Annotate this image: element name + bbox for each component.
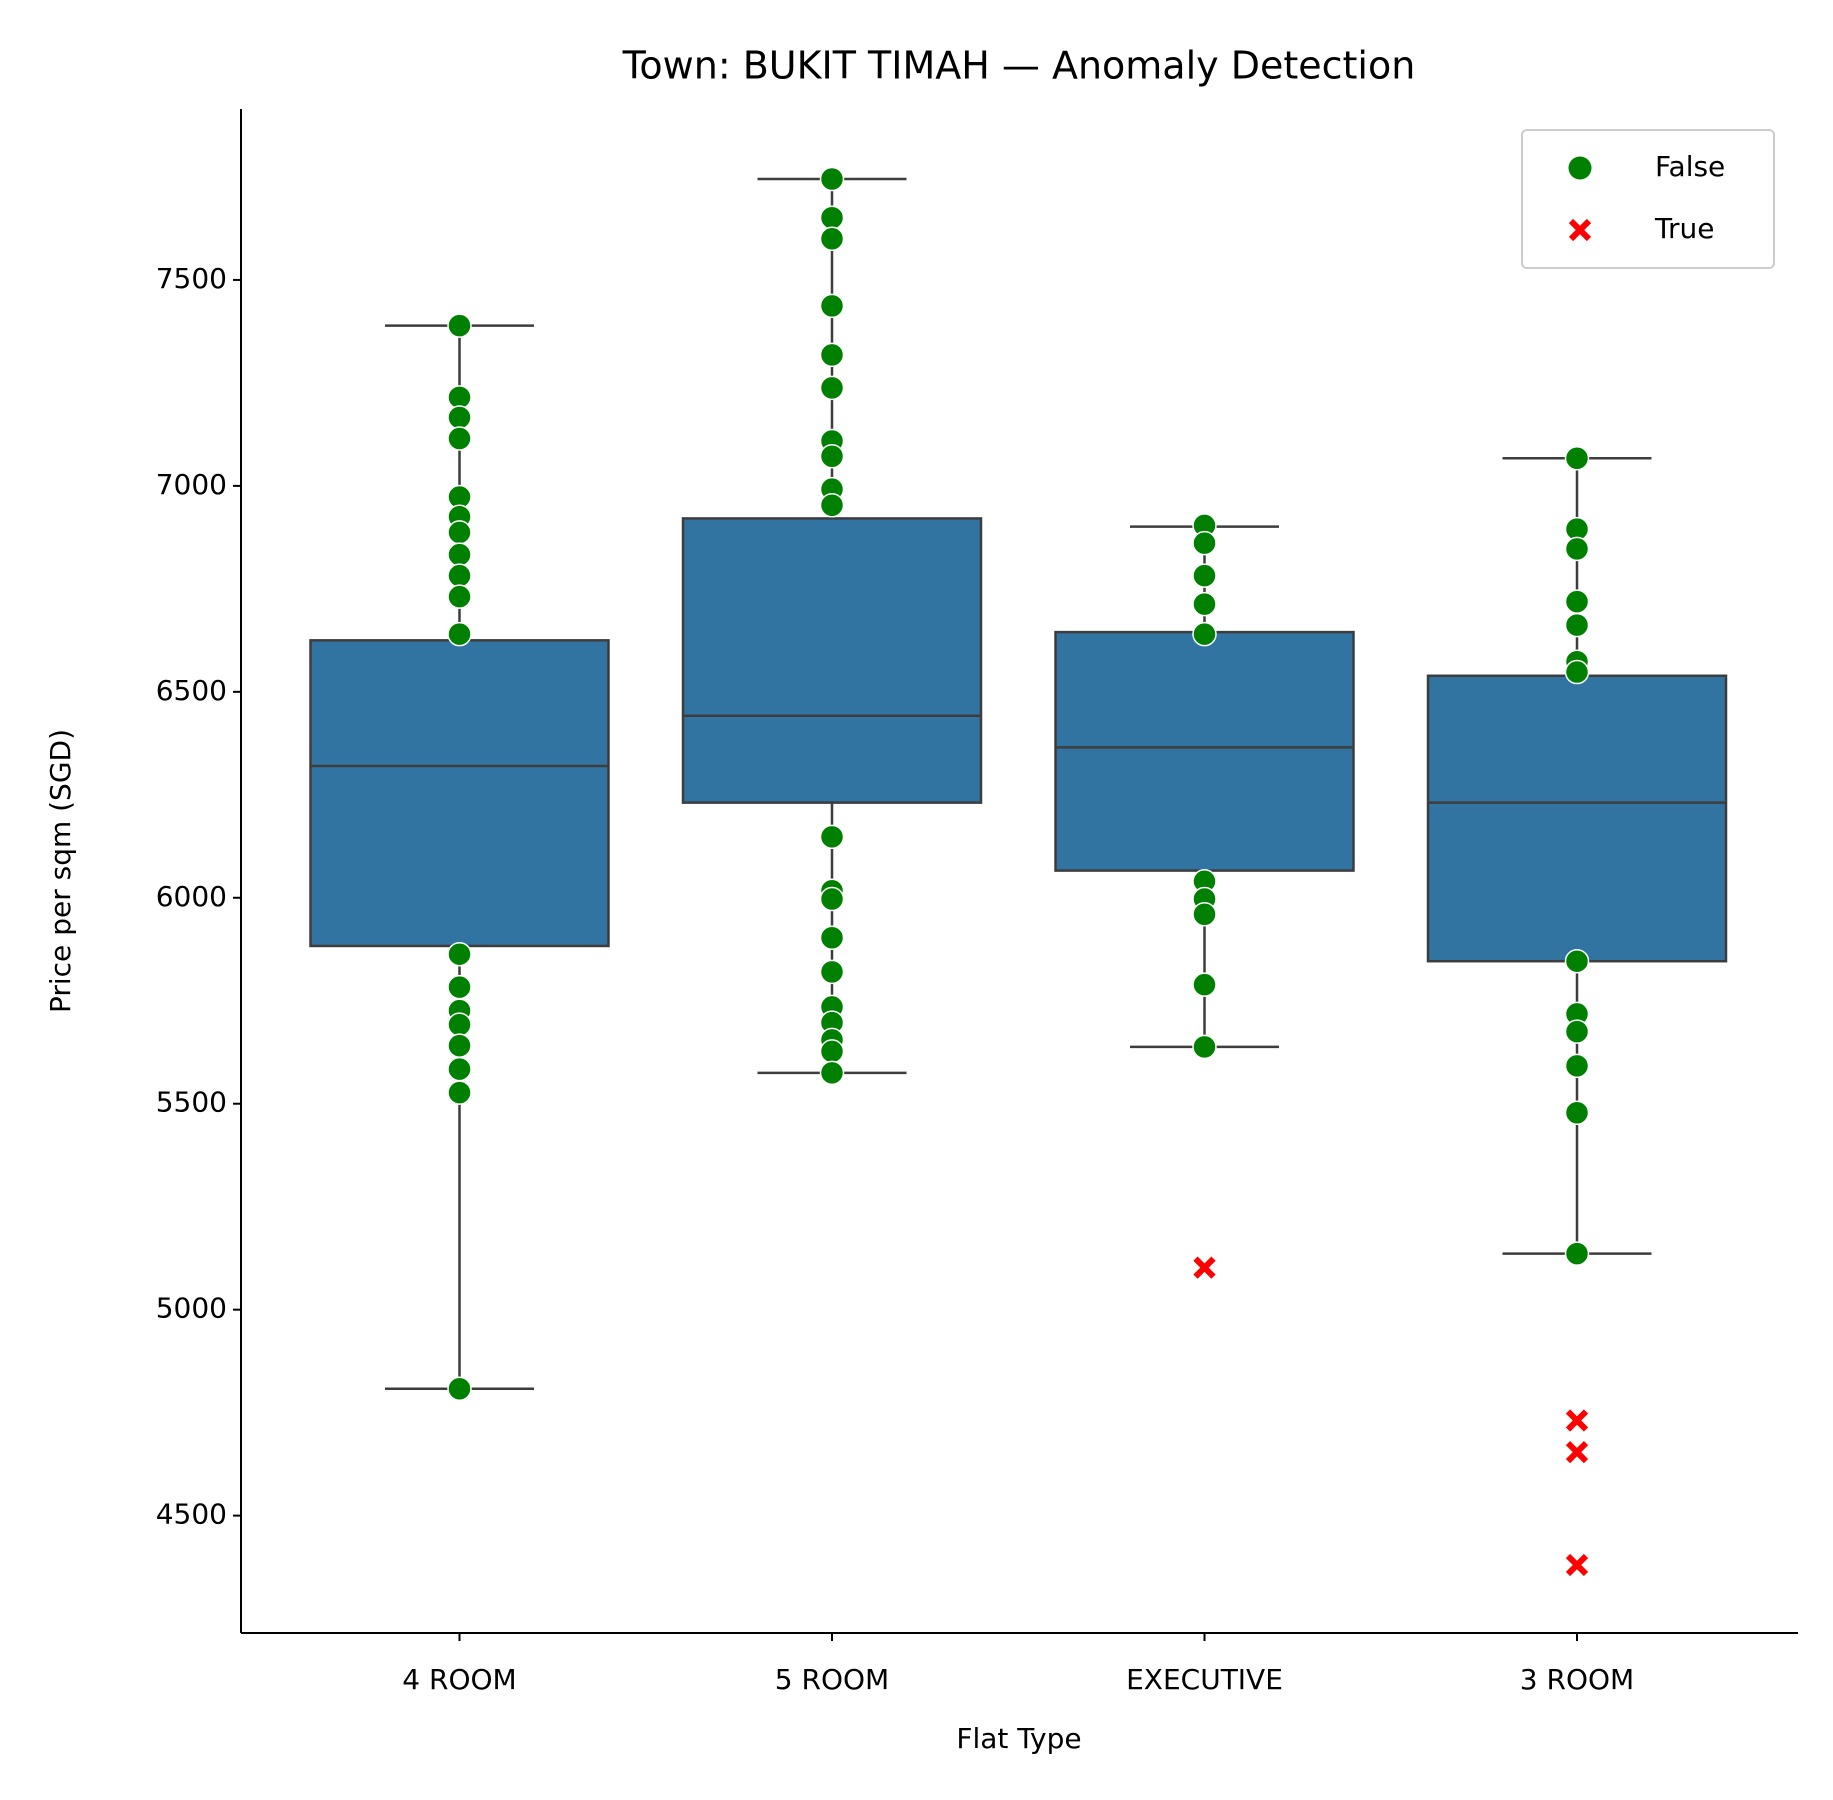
legend-label: True bbox=[1654, 212, 1714, 245]
point bbox=[819, 293, 845, 319]
point bbox=[1192, 591, 1217, 617]
y-tick-label: 6000 bbox=[156, 880, 227, 913]
point bbox=[447, 1056, 472, 1082]
point bbox=[819, 205, 845, 230]
x-tick-label: EXECUTIVE bbox=[1126, 1663, 1283, 1696]
legend-entry: False bbox=[1568, 150, 1725, 183]
point bbox=[1192, 901, 1217, 927]
x-tick-label: 4 ROOM bbox=[402, 1663, 516, 1696]
point bbox=[1564, 659, 1590, 685]
point-anomaly bbox=[1565, 1409, 1589, 1432]
y-tick-label: 7000 bbox=[156, 468, 227, 501]
point bbox=[1192, 621, 1217, 647]
point bbox=[1564, 948, 1590, 974]
point bbox=[819, 342, 845, 368]
legend-label: False bbox=[1655, 150, 1725, 183]
point bbox=[819, 886, 845, 912]
y-tick-label: 5500 bbox=[156, 1086, 227, 1119]
legend-marker bbox=[1568, 218, 1592, 242]
point bbox=[447, 941, 472, 967]
point bbox=[447, 542, 472, 567]
point bbox=[447, 584, 472, 609]
point bbox=[1192, 972, 1217, 997]
point bbox=[447, 974, 472, 1000]
point bbox=[447, 1080, 472, 1105]
x-axis-label: Flat Type bbox=[956, 1722, 1081, 1755]
point bbox=[1192, 1034, 1217, 1060]
point bbox=[819, 166, 845, 192]
point-anomaly bbox=[1565, 1553, 1589, 1577]
box bbox=[309, 639, 610, 948]
point-anomaly bbox=[1193, 1256, 1216, 1279]
point bbox=[819, 959, 845, 985]
point bbox=[1192, 563, 1217, 588]
point bbox=[447, 313, 472, 338]
point bbox=[819, 1060, 845, 1086]
point bbox=[1564, 589, 1590, 614]
y-tick-label: 5000 bbox=[156, 1292, 227, 1325]
legend-box bbox=[1521, 129, 1775, 269]
box bbox=[1426, 674, 1728, 963]
y-tick-label: 4500 bbox=[156, 1498, 227, 1531]
point bbox=[447, 1033, 472, 1058]
point bbox=[819, 226, 845, 251]
point bbox=[819, 925, 845, 950]
point bbox=[1564, 1241, 1590, 1266]
point bbox=[1564, 536, 1590, 562]
legend-entry: True bbox=[1568, 212, 1714, 245]
point bbox=[447, 426, 472, 451]
box bbox=[1054, 630, 1355, 872]
point bbox=[1564, 1100, 1590, 1126]
point bbox=[447, 520, 472, 545]
box bbox=[681, 517, 983, 804]
point bbox=[819, 1039, 845, 1064]
point bbox=[447, 1012, 472, 1037]
point bbox=[1564, 1019, 1590, 1044]
legend-marker bbox=[1568, 156, 1592, 180]
x-tick-label: 3 ROOM bbox=[1520, 1663, 1634, 1696]
point-anomaly bbox=[1565, 1441, 1589, 1464]
point bbox=[447, 1376, 472, 1401]
y-tick-label: 6500 bbox=[156, 674, 227, 707]
point bbox=[447, 621, 472, 647]
point bbox=[447, 405, 472, 430]
point bbox=[447, 563, 472, 588]
y-tick-label: 7500 bbox=[156, 262, 227, 295]
chart-title: Town: BUKIT TIMAH — Anomaly Detection bbox=[622, 44, 1416, 88]
point bbox=[1564, 1053, 1590, 1079]
x-tick-label: 5 ROOM bbox=[775, 1663, 889, 1696]
point bbox=[819, 443, 845, 469]
point bbox=[1192, 530, 1217, 556]
point bbox=[819, 492, 845, 518]
point bbox=[819, 375, 845, 401]
point bbox=[1564, 612, 1590, 638]
point bbox=[819, 824, 845, 850]
y-axis-label: Price per sqm (SGD) bbox=[44, 729, 77, 1013]
point bbox=[1564, 446, 1590, 471]
